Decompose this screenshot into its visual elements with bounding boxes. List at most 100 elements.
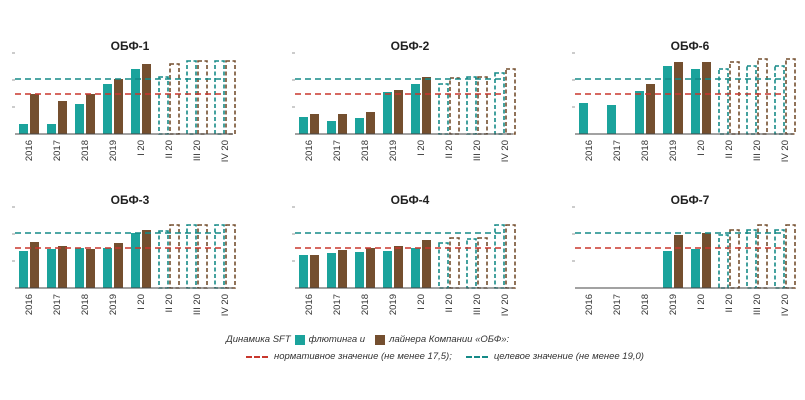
forecast-liner-bar bbox=[505, 68, 516, 135]
forecast-liner-bar bbox=[757, 224, 768, 289]
x-tick-label: 2016 bbox=[24, 294, 35, 315]
flooting-bar bbox=[103, 248, 112, 288]
panel-title: ОБФ-2 bbox=[391, 39, 430, 53]
forecast-liner-bar bbox=[785, 224, 796, 289]
liner-bar bbox=[58, 101, 67, 134]
x-tick-label: II 20 bbox=[724, 140, 735, 159]
x-tick-label: 2017 bbox=[612, 294, 623, 315]
forecast-flooting-bar bbox=[746, 65, 757, 135]
x-tick-label: 2019 bbox=[108, 140, 119, 161]
x-tick-label: 2019 bbox=[668, 140, 679, 161]
panel-title: ОБФ-4 bbox=[391, 193, 430, 207]
liner-bar bbox=[142, 230, 151, 288]
flooting-bar bbox=[663, 251, 672, 288]
forecast-liner-bar bbox=[477, 237, 488, 289]
x-tick-label: 2018 bbox=[80, 294, 91, 315]
x-tick-label: III 20 bbox=[752, 140, 763, 161]
legend-row-lines: нормативное значение (не менее 17,5); це… bbox=[246, 351, 644, 362]
forecast-liner-bar bbox=[169, 224, 180, 289]
liner-bar bbox=[674, 62, 683, 134]
flooting-bar bbox=[327, 121, 336, 134]
liner-bar bbox=[142, 64, 151, 134]
x-tick-label: II 20 bbox=[164, 140, 175, 159]
flooting-bar bbox=[299, 117, 308, 134]
panel-title: ОБФ-3 bbox=[111, 193, 150, 207]
legend-liner-label: лайнера Компании «ОБФ»: bbox=[389, 334, 510, 345]
legend-liner-swatch bbox=[375, 334, 386, 345]
forecast-liner-bar bbox=[197, 224, 208, 289]
x-tick-label: 2017 bbox=[332, 294, 343, 315]
legend-target-label: целевое значение (не менее 19,0) bbox=[493, 351, 644, 362]
flooting-bar bbox=[663, 66, 672, 134]
flooting-bar bbox=[691, 249, 700, 288]
legend: Динамика SFT флютинга и лайнера Компании… bbox=[0, 334, 805, 374]
flooting-bar bbox=[75, 104, 84, 134]
liner-bar bbox=[58, 246, 67, 288]
x-tick-label: I 20 bbox=[696, 294, 707, 310]
forecast-flooting-bar bbox=[438, 242, 449, 289]
panel-title: ОБФ-1 bbox=[111, 39, 150, 53]
legend-target-line bbox=[465, 355, 488, 358]
liner-bar bbox=[422, 240, 431, 288]
flooting-bar bbox=[691, 69, 700, 134]
flooting-bar bbox=[131, 69, 140, 134]
liner-bar bbox=[114, 79, 123, 134]
forecast-flooting-bar bbox=[158, 230, 169, 289]
liner-bar bbox=[30, 242, 39, 288]
flooting-bar bbox=[103, 84, 112, 134]
x-tick-label: III 20 bbox=[192, 140, 203, 161]
flooting-bar bbox=[75, 248, 84, 288]
x-tick-label: 2017 bbox=[332, 140, 343, 161]
flooting-bar bbox=[607, 105, 616, 134]
x-tick-label: 2019 bbox=[668, 294, 679, 315]
flooting-bar bbox=[131, 233, 140, 288]
flooting-bar bbox=[327, 253, 336, 288]
x-tick-label: 2019 bbox=[108, 294, 119, 315]
flooting-bar bbox=[579, 103, 588, 134]
forecast-flooting-bar bbox=[214, 60, 225, 135]
x-tick-label: 2017 bbox=[612, 140, 623, 161]
forecast-flooting-bar bbox=[466, 76, 477, 135]
liner-bar bbox=[310, 255, 319, 288]
flooting-bar bbox=[411, 248, 420, 288]
x-tick-label: 2016 bbox=[24, 140, 35, 161]
x-tick-label: 2019 bbox=[388, 140, 399, 161]
legend-normative-label: нормативное значение (не менее 17,5); bbox=[274, 351, 452, 362]
forecast-flooting-bar bbox=[774, 229, 785, 289]
panel-title: ОБФ-7 bbox=[671, 193, 710, 207]
liner-bar bbox=[366, 248, 375, 288]
x-tick-label: IV 20 bbox=[500, 140, 511, 162]
x-tick-label: II 20 bbox=[164, 294, 175, 313]
x-tick-label: 2016 bbox=[304, 140, 315, 161]
forecast-flooting-bar bbox=[774, 65, 785, 135]
forecast-flooting-bar bbox=[186, 224, 197, 289]
forecast-liner-bar bbox=[169, 63, 180, 135]
x-tick-label: 2018 bbox=[360, 140, 371, 161]
flooting-bar bbox=[19, 251, 28, 288]
x-tick-label: II 20 bbox=[724, 294, 735, 313]
legend-prefix: Динамика SFT bbox=[226, 334, 291, 345]
x-tick-label: IV 20 bbox=[780, 140, 791, 162]
liner-bar bbox=[674, 235, 683, 288]
x-tick-label: III 20 bbox=[472, 294, 483, 315]
forecast-flooting-bar bbox=[494, 72, 505, 135]
forecast-flooting-bar bbox=[494, 224, 505, 289]
flooting-bar bbox=[47, 124, 56, 134]
forecast-flooting-bar bbox=[718, 234, 729, 289]
forecast-liner-bar bbox=[197, 60, 208, 135]
x-tick-label: 2019 bbox=[388, 294, 399, 315]
liner-bar bbox=[86, 94, 95, 134]
forecast-liner-bar bbox=[785, 58, 796, 135]
liner-bar bbox=[646, 84, 655, 134]
forecast-liner-bar bbox=[449, 237, 460, 289]
forecast-liner-bar bbox=[505, 224, 516, 289]
x-tick-label: 2017 bbox=[52, 294, 63, 315]
panel-title: ОБФ-6 bbox=[671, 39, 710, 53]
x-tick-label: 2018 bbox=[640, 140, 651, 161]
x-tick-label: I 20 bbox=[136, 294, 147, 310]
liner-bar bbox=[394, 246, 403, 288]
x-tick-label: IV 20 bbox=[500, 294, 511, 316]
legend-row-series: Динамика SFT флютинга и лайнера Компании… bbox=[226, 334, 509, 345]
x-tick-label: 2016 bbox=[584, 294, 595, 315]
x-tick-label: 2018 bbox=[360, 294, 371, 315]
